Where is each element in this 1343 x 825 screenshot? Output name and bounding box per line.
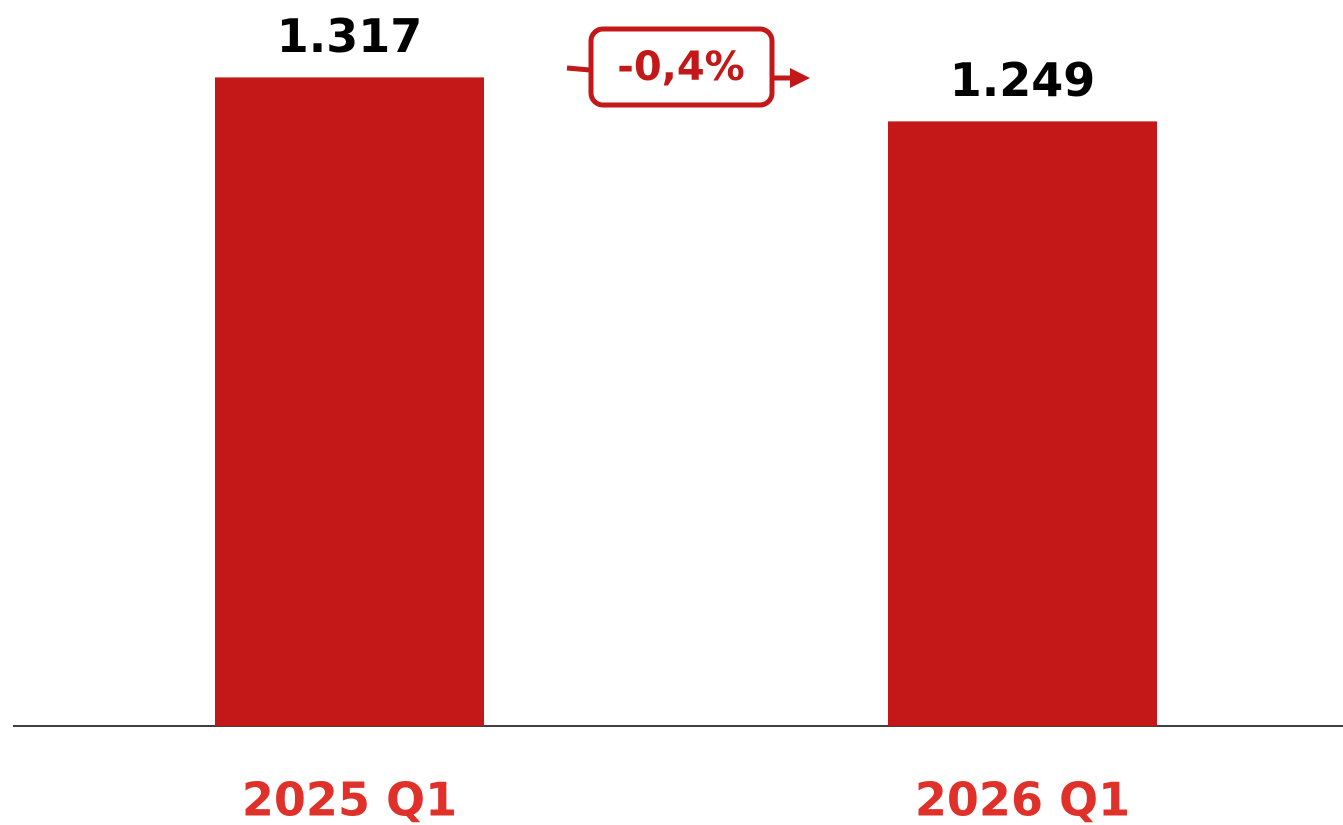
value-label: 1.317 bbox=[277, 9, 423, 63]
annotation-box bbox=[588, 26, 775, 108]
x-tick-label: 2026 Q1 bbox=[915, 773, 1130, 825]
value-label: 1.249 bbox=[950, 53, 1096, 107]
x-tick-label: 2025 Q1 bbox=[242, 773, 457, 825]
annotation-arrow-head bbox=[790, 68, 810, 88]
bar bbox=[888, 121, 1157, 727]
annotation: -0,4% bbox=[617, 44, 745, 90]
bar bbox=[215, 77, 484, 726]
annotation-arrow-tail bbox=[566, 65, 591, 73]
